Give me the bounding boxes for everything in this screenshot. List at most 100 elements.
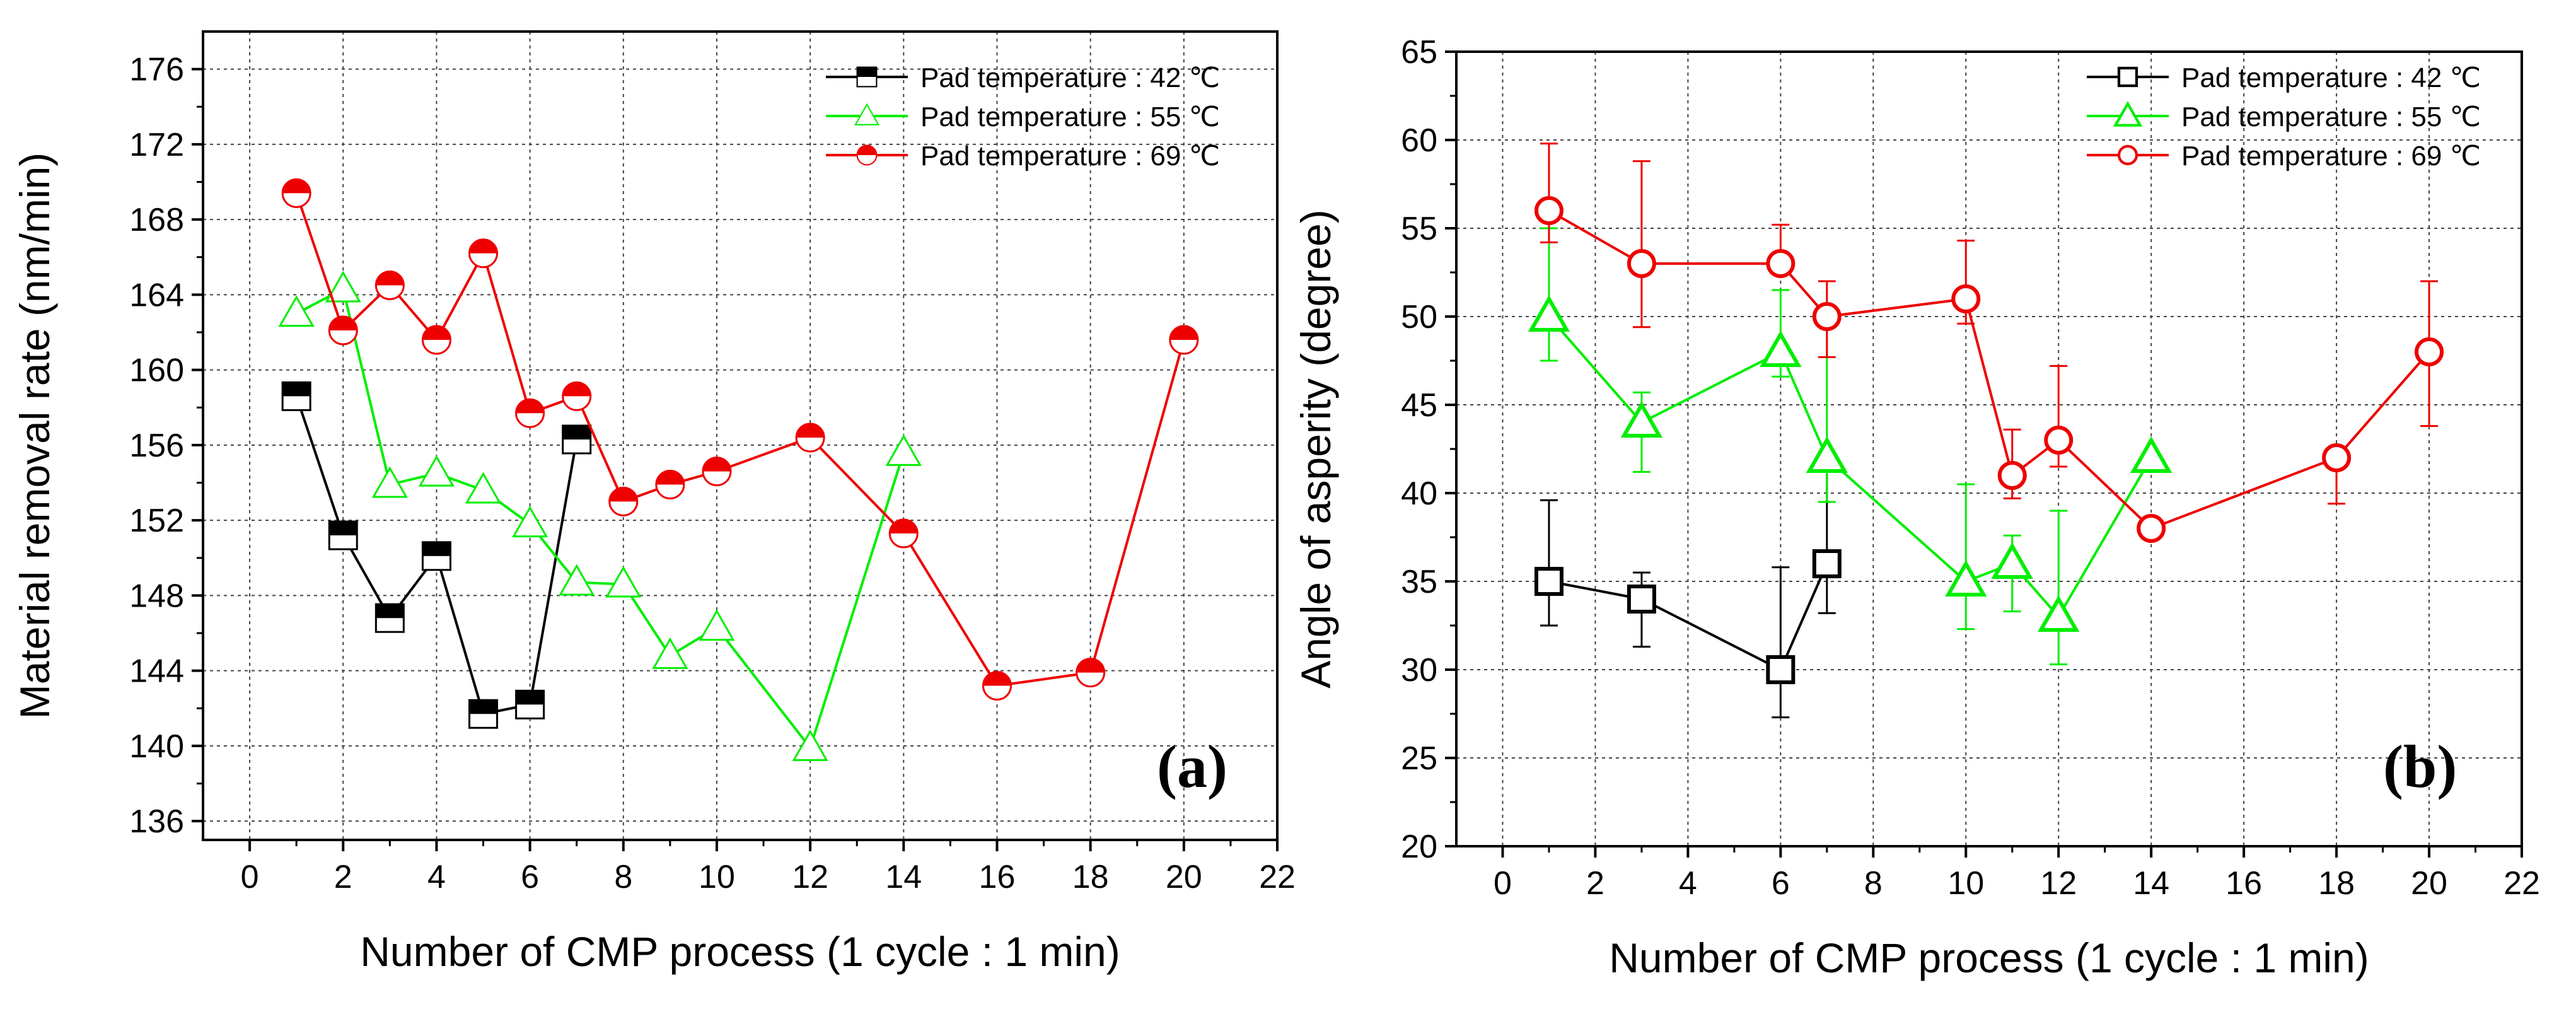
x-tick-label: 16 <box>979 859 1016 895</box>
x-tick-label: 20 <box>1166 859 1202 895</box>
y-tick-label: 25 <box>1401 740 1437 777</box>
legend-label: Pad temperature : 55 ℃ <box>2181 102 2481 132</box>
data-point-fill <box>469 239 497 253</box>
x-axis-title: Number of CMP process (1 cycle : 1 min) <box>360 928 1120 975</box>
y-tick-label: 20 <box>1401 829 1437 865</box>
x-tick-label: 10 <box>1947 865 1984 902</box>
data-point <box>1991 542 2033 579</box>
legend-label: Pad temperature : 42 ℃ <box>2181 62 2481 93</box>
legend-marker <box>2117 144 2138 166</box>
data-point <box>1534 567 1564 596</box>
data-point <box>2415 337 2444 366</box>
data-point <box>1620 400 1663 438</box>
x-tick-label: 18 <box>1072 859 1109 895</box>
data-point <box>1627 585 1656 614</box>
legend-label: Pad temperature : 69 ℃ <box>2181 141 2481 172</box>
y-axis-title: Angle of asperity (degree) <box>1292 209 1339 688</box>
data-point-fill <box>796 423 825 438</box>
legend-symbol <box>2117 66 2138 88</box>
x-tick-label: 12 <box>792 859 828 895</box>
data-point <box>418 455 455 487</box>
data-point-fill <box>656 470 684 485</box>
data-point <box>512 506 548 538</box>
x-tick-label: 22 <box>2503 865 2540 902</box>
legend: Pad temperature : 42 ℃ Pad temperature : … <box>826 62 1220 172</box>
data-point <box>465 472 502 504</box>
y-tick-label: 144 <box>129 653 184 690</box>
data-point <box>2322 443 2352 472</box>
data-point-fill <box>609 487 637 502</box>
x-tick-label: 8 <box>1864 865 1883 902</box>
data-point-fill <box>329 521 357 536</box>
series-line <box>296 287 905 751</box>
x-tick-label: 0 <box>241 859 259 895</box>
data-point <box>1528 294 1570 332</box>
data-point-fill <box>890 520 918 534</box>
plot-frame <box>202 30 1279 841</box>
series-0 <box>281 381 592 729</box>
y-tick-label: 168 <box>129 202 184 238</box>
series-line <box>1548 209 2430 530</box>
x-tick-label: 10 <box>699 859 735 895</box>
data-point-fill <box>702 457 731 472</box>
data-point <box>371 466 408 498</box>
data-point-fill <box>376 271 404 286</box>
data-point-fill <box>422 542 451 556</box>
data-point-fill <box>562 382 591 397</box>
legend-marker <box>856 66 878 88</box>
data-point <box>2130 436 2173 473</box>
legend-symbol <box>854 103 880 125</box>
y-tick-label: 176 <box>129 52 184 88</box>
legend-marker <box>2113 101 2143 127</box>
data-point <box>1760 330 1802 367</box>
data-point-fill <box>516 690 544 705</box>
series-2 <box>281 178 1199 701</box>
x-tick-label: 4 <box>1679 865 1697 902</box>
data-point <box>1806 436 1848 473</box>
series-1 <box>1528 227 2173 666</box>
data-point <box>792 729 828 761</box>
data-point <box>325 271 361 303</box>
y-tick-label: 45 <box>1401 387 1437 424</box>
data-point-fill <box>562 425 591 440</box>
data-point <box>1627 249 1656 278</box>
data-point <box>652 637 688 669</box>
panel-label: (b) <box>2383 733 2457 800</box>
data-point-fill <box>282 382 311 397</box>
y-tick-label: 60 <box>1401 122 1437 159</box>
data-point-fill <box>376 604 404 619</box>
y-tick-label: 65 <box>1401 34 1437 71</box>
x-tick-label: 6 <box>1772 865 1790 902</box>
x-tick-label: 2 <box>1586 865 1604 902</box>
data-point <box>2044 426 2074 455</box>
y-tick-label: 55 <box>1401 211 1437 247</box>
y-axis-title: Material removal rate (nm/min) <box>11 153 58 719</box>
data-point <box>1812 302 1842 331</box>
x-tick-label: 18 <box>2318 865 2355 902</box>
data-point <box>2038 595 2080 632</box>
series-line <box>1548 563 1828 672</box>
legend-symbol-fill <box>857 67 877 77</box>
x-tick-label: 14 <box>2133 865 2169 902</box>
data-point <box>1945 559 1987 597</box>
data-point <box>1766 655 1796 684</box>
x-tick-label: 2 <box>334 859 352 895</box>
x-tick-label: 0 <box>1494 865 1512 902</box>
data-point-fill <box>469 700 497 714</box>
x-axis-title: Number of CMP process (1 cycle : 1 min) <box>1609 935 2369 981</box>
data-point <box>278 295 315 327</box>
data-point-fill <box>983 672 1011 686</box>
legend-symbol <box>2117 144 2138 166</box>
y-tick-label: 140 <box>129 728 184 765</box>
data-point <box>1997 461 2027 490</box>
legend-marker <box>856 144 878 166</box>
data-point <box>1534 196 1564 225</box>
y-tick-label: 50 <box>1401 299 1437 335</box>
y-tick-label: 164 <box>129 277 184 313</box>
x-tick-label: 20 <box>2411 865 2447 902</box>
series-line <box>295 192 1185 687</box>
data-point-fill <box>422 325 451 340</box>
series-line <box>1548 315 2152 619</box>
data-point <box>1812 549 1842 578</box>
